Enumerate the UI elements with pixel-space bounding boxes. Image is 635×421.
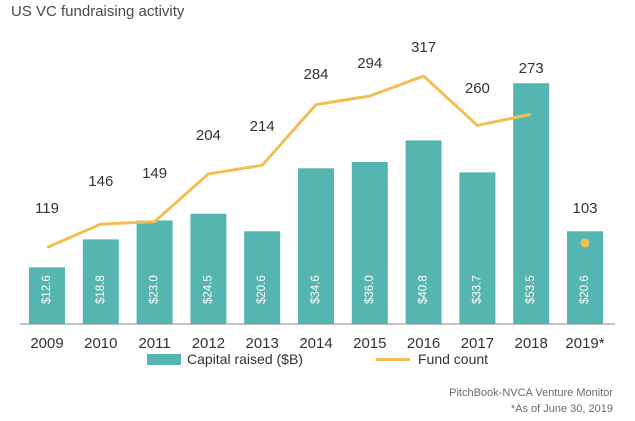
x-tick-2017: 2017: [461, 335, 494, 352]
bar-label-2009: $12.6: [41, 275, 53, 304]
bar-label-2010: $18.8: [95, 275, 107, 304]
bar-2012: [190, 213, 227, 324]
fund-count-label-2019: 103: [572, 200, 597, 217]
legend-swatch-bar: [147, 353, 181, 365]
bar-label-2016: $40.8: [418, 275, 430, 304]
x-tick-2012: 2012: [192, 335, 225, 352]
bar-label-2013: $20.6: [256, 275, 268, 304]
fund-count-label-2016: 317: [411, 39, 436, 56]
x-tick-2018: 2018: [515, 335, 548, 352]
bar-label-2017: $33.7: [471, 275, 483, 304]
fund-count-label-2017: 260: [465, 80, 490, 97]
source-note: PitchBook-NVCA Venture Monitor *As of Ju…: [449, 385, 613, 417]
fund-count-label-2009: 119: [35, 200, 59, 217]
legend-item-fund-count: Fund count: [376, 351, 488, 367]
bar-2014: [298, 168, 334, 324]
bar-2018: [513, 83, 550, 324]
x-tick-2011: 2011: [138, 335, 170, 352]
x-tick-2016: 2016: [407, 335, 440, 352]
fund-count-label-2013: 214: [250, 118, 275, 135]
x-tick-2019: 2019*: [565, 335, 604, 352]
chart-title: US VC fundraising activity: [11, 3, 185, 20]
bar-2016: [405, 140, 442, 324]
bar-2015: [351, 162, 388, 324]
bar-label-2011: $23.0: [149, 275, 161, 304]
footnote-line: *As of June 30, 2019: [510, 403, 613, 415]
bar-2011: [136, 220, 173, 324]
source-line: PitchBook-NVCA Venture Monitor: [449, 387, 613, 399]
bar-label-2018: $53.5: [525, 275, 537, 304]
legend-label-capital: Capital raised ($B): [187, 351, 303, 367]
x-tick-2013: 2013: [246, 335, 279, 352]
bar-label-2014: $34.6: [310, 275, 322, 304]
fund-count-label-2012: 204: [196, 127, 221, 144]
bar-2017: [459, 172, 496, 324]
bar-2009: [29, 267, 65, 324]
x-tick-2015: 2015: [353, 335, 386, 352]
x-tick-2014: 2014: [299, 335, 332, 352]
fund-count-point-2019: [580, 238, 590, 248]
bar-2013: [244, 231, 281, 324]
bar-2010: [82, 239, 119, 324]
fund-count-label-2015: 294: [357, 55, 382, 72]
fund-count-line: [46, 74, 532, 249]
fund-count-label-2010: 146: [88, 173, 113, 190]
legend-item-capital: Capital raised ($B): [147, 351, 303, 367]
fund-count-label-2018: 273: [519, 60, 544, 77]
legend: Capital raised ($B) Fund count: [0, 351, 635, 371]
bar-label-2012: $24.5: [202, 275, 214, 304]
bar-label-2019: $20.6: [579, 275, 591, 304]
fund-count-label-2014: 284: [303, 66, 328, 83]
legend-swatch-line: [376, 357, 410, 361]
x-tick-2010: 2010: [84, 335, 117, 352]
x-tick-2009: 2009: [30, 335, 63, 352]
bar-label-2015: $36.0: [364, 275, 376, 304]
legend-label-fund-count: Fund count: [418, 351, 489, 367]
fund-count-label-2011: 149: [142, 165, 167, 182]
